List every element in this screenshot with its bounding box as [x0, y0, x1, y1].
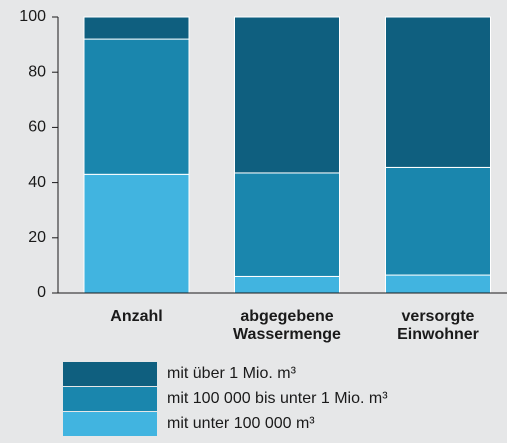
bar-segment	[234, 275, 340, 294]
y-tick-label: 60	[28, 119, 46, 136]
legend-swatch	[63, 362, 157, 386]
y-tick-label: 100	[19, 8, 46, 25]
bar-segment	[234, 16, 340, 174]
x-tick-label: Anzahl	[110, 308, 162, 325]
y-tick-label: 80	[28, 63, 46, 80]
bar-segment	[385, 274, 491, 294]
bar-segment	[385, 16, 491, 168]
y-tick-label: 40	[28, 174, 46, 191]
bar-segment	[83, 38, 190, 175]
legend-label: mit 100 000 bis unter 1 Mio. m³	[167, 390, 388, 407]
y-tick-label: 20	[28, 229, 46, 246]
legend-swatch	[63, 387, 157, 411]
legend-label: mit unter 100 000 m³	[167, 415, 315, 432]
bar-segment	[83, 16, 190, 40]
bar-segment	[83, 173, 190, 294]
x-tick-label: abgegebene Wassermenge	[233, 308, 341, 343]
y-tick-label: 0	[37, 284, 46, 301]
legend-label: mit über 1 Mio. m³	[167, 365, 297, 382]
x-tick-label: versorgte Einwohner	[397, 308, 479, 343]
bar-segment	[234, 172, 340, 277]
bar-segment	[385, 166, 491, 276]
legend-swatch	[63, 412, 157, 436]
